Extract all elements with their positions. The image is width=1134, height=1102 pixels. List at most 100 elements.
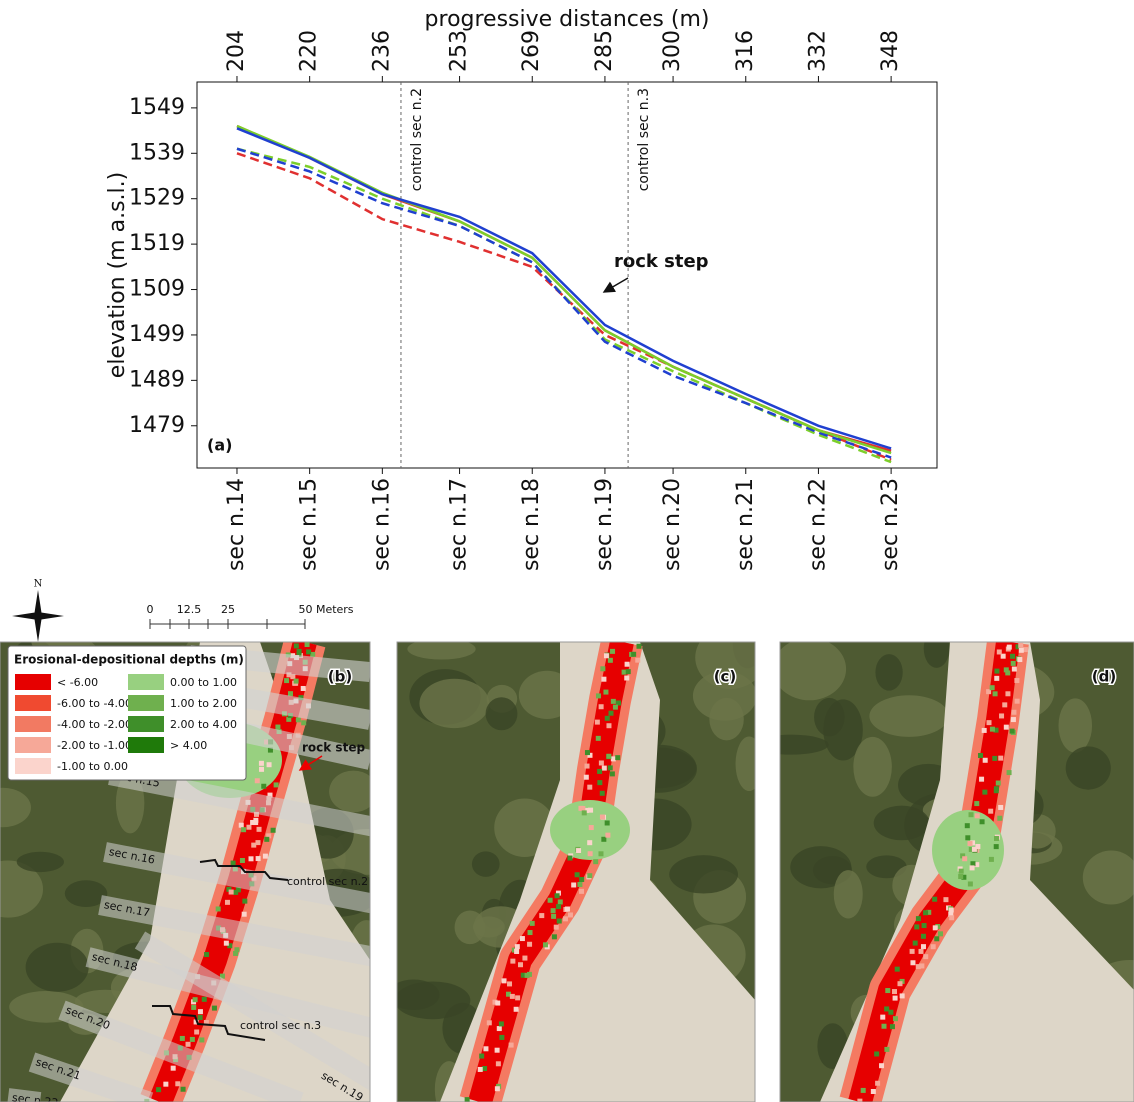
legend-label: -2.00 to -1.00 [57,739,132,752]
pixel [564,906,570,912]
pixel [920,944,926,950]
pixel [998,755,1004,761]
pixel [192,997,198,1003]
pixel [571,882,577,888]
pixel [1003,667,1009,673]
pixel [624,661,630,667]
vegetation [780,734,829,755]
pixel [505,991,511,997]
vegetation [329,770,370,813]
x-tick-label: 316 [733,30,758,72]
pixel [189,1036,195,1042]
pixel [604,715,610,721]
pixel [986,720,992,726]
pixel [932,925,938,931]
pixel [599,814,605,820]
pixel [993,835,999,841]
x-tick-label: 332 [805,30,830,72]
pixel [948,907,954,913]
pixel [600,666,606,672]
x-category-label: sec n.16 [369,478,394,571]
pixel [574,872,580,878]
pixel [982,789,988,795]
pixel [948,911,954,917]
series-line [236,124,892,455]
pixel [577,881,583,887]
pixel [522,955,528,961]
panel-label: (c) [714,668,737,686]
pixel [464,1097,470,1102]
pixel [624,675,630,681]
pixel [606,753,612,759]
pixel [594,719,600,725]
legend-swatch [128,695,164,711]
x-category-label: sec n.20 [660,478,685,571]
pixel [601,765,607,771]
pixel [230,860,236,866]
series-line [236,147,892,459]
pixel [918,948,924,954]
pixel [267,792,273,798]
pixel [870,1089,876,1095]
vegetation [873,805,930,841]
pixel [1018,642,1024,648]
pixel [935,924,941,930]
pixel [287,691,293,697]
pixel [974,813,980,819]
section-label: sec n.22 [11,1091,59,1102]
pixel [958,868,964,874]
pixel [499,1034,505,1040]
vegetation [0,860,44,918]
pixel [553,924,559,930]
pixel [857,1098,863,1102]
pixel [1005,691,1011,697]
pixel [1002,702,1008,708]
pixel [486,1020,492,1026]
pixel [584,763,590,769]
pixel [989,685,995,691]
pixel [587,873,593,879]
pixel [923,910,929,916]
pixel [926,909,932,915]
pixel [163,1081,169,1087]
pixel [608,710,614,716]
pixel [999,713,1005,719]
pixel [958,874,964,880]
pixel [631,651,637,657]
panel-border [396,641,756,1102]
x-tick-label: 269 [519,30,544,72]
pixel [884,1046,890,1052]
pixel [194,1029,200,1035]
pixel [995,780,1001,786]
pixel [979,776,985,782]
pixel [974,801,980,807]
pixel [514,948,520,954]
x-category-label: sec n.19 [592,478,617,571]
panel-border [779,641,1134,1102]
pixel [612,704,618,710]
annotation: control sec n.2 [409,88,425,191]
pixel [930,944,936,950]
pixel [994,675,1000,681]
pixel [967,881,973,887]
pixel [970,840,976,846]
pixel [255,840,261,846]
pixel [483,1046,489,1052]
annotation: control sec n.3 [636,88,652,191]
pixel [185,1041,191,1047]
pixel [993,844,999,850]
pixel [635,657,641,663]
pixel [921,923,927,929]
pixel [1018,647,1024,653]
pixel [1006,770,1012,776]
pixel [579,876,585,882]
pixel [519,936,525,942]
pixel [605,832,611,838]
pixel [1010,653,1016,659]
legend-label: 2.00 to 4.00 [170,718,237,731]
pixel [598,704,604,710]
pixel [607,657,613,663]
x-tick-label: 236 [369,30,394,72]
pixel [593,859,599,865]
pixel [203,1020,209,1026]
